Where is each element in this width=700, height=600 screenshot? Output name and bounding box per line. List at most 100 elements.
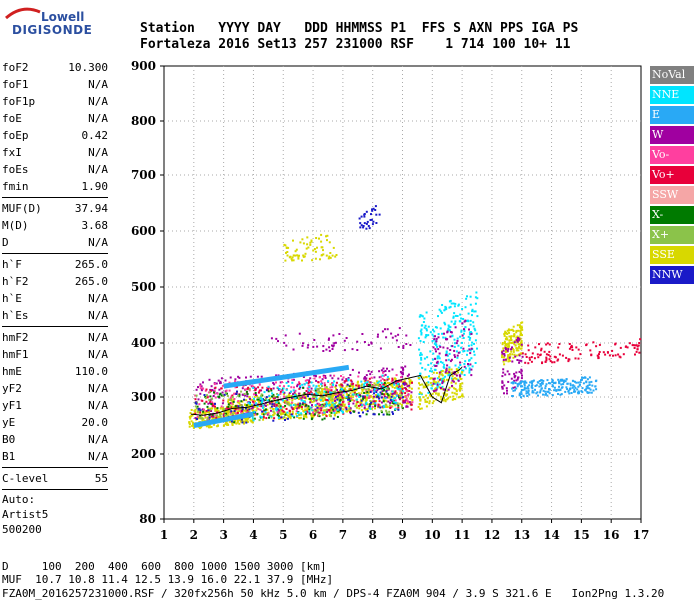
echo-point (453, 387, 456, 390)
echo-point (463, 330, 466, 332)
echo-point (364, 403, 367, 406)
echo-point (312, 415, 315, 418)
echo-point (233, 410, 236, 413)
echo-point (325, 254, 328, 257)
echo-point (297, 395, 300, 398)
echo-point (579, 381, 582, 384)
echo-point (345, 378, 348, 381)
echo-point (332, 383, 335, 386)
echo-point (572, 384, 575, 387)
echo-point (546, 342, 549, 345)
echo-point (441, 373, 444, 376)
echo-point (315, 392, 318, 395)
echo-point (245, 410, 248, 413)
echo-point (275, 381, 277, 384)
echo-point (270, 337, 273, 340)
echo-point (594, 380, 597, 383)
echo-point (534, 346, 537, 349)
echo-point (302, 342, 304, 345)
echo-point (445, 369, 448, 372)
echo-point (205, 410, 208, 412)
echo-point (353, 387, 356, 390)
echo-point (526, 395, 529, 397)
echo-point (334, 399, 336, 402)
echo-point (211, 413, 214, 416)
echo-point (406, 394, 409, 397)
echo-point (517, 343, 520, 346)
echo-point (501, 387, 504, 390)
echo-point (512, 386, 515, 389)
echo-point (285, 414, 288, 416)
echo-point (276, 386, 279, 389)
echo-point (288, 413, 291, 416)
echo-point (403, 380, 406, 383)
echo-point (441, 380, 444, 383)
echo-point (577, 348, 580, 351)
echo-point (433, 379, 436, 382)
echo-point (360, 405, 363, 408)
echo-point (446, 354, 449, 357)
echo-point (213, 423, 216, 426)
echo-point (332, 406, 335, 409)
echo-point (452, 377, 455, 380)
echo-point (398, 398, 401, 401)
echo-point (271, 392, 274, 395)
echo-point (544, 360, 547, 363)
echo-point (452, 380, 455, 383)
echo-point (406, 374, 409, 377)
echo-point (292, 378, 295, 381)
echo-point (260, 393, 263, 396)
echo-point (370, 401, 373, 404)
echo-point (401, 404, 403, 406)
echo-point (428, 375, 430, 378)
echo-point (339, 385, 342, 388)
echo-point (301, 344, 304, 347)
echo-point (271, 404, 274, 407)
echo-point (519, 338, 522, 341)
echo-point (338, 384, 341, 387)
echo-point (240, 420, 242, 423)
echo-point (391, 400, 393, 403)
echo-point (530, 356, 533, 359)
echo-point (224, 379, 227, 382)
echo-point (455, 369, 458, 372)
echo-point (467, 335, 470, 338)
echo-point (557, 346, 560, 349)
echo-point (517, 337, 519, 339)
echo-point (291, 408, 294, 411)
echo-point (284, 259, 287, 262)
echo-point (340, 397, 342, 400)
echo-point (595, 345, 598, 348)
echo-point (474, 339, 477, 342)
echo-point (445, 350, 448, 353)
echo-point (435, 344, 438, 346)
echo-point (614, 342, 617, 345)
echo-point (299, 395, 302, 398)
echo-point (229, 396, 232, 399)
echo-point (261, 401, 264, 404)
echo-point (441, 361, 444, 364)
echo-point (326, 239, 328, 242)
echo-point (447, 374, 450, 377)
echo-point (423, 317, 426, 320)
echo-point (289, 390, 292, 393)
echo-point (551, 394, 554, 397)
echo-point (284, 400, 287, 402)
param-label: foEs (2, 163, 29, 176)
echo-point (548, 343, 551, 346)
echo-point (387, 396, 390, 399)
echo-point (351, 399, 354, 402)
echo-point (291, 410, 294, 413)
param-row-ye: yE 20.0 (2, 414, 108, 431)
echo-point (588, 381, 591, 384)
echo-point (277, 409, 280, 412)
echo-point (531, 382, 533, 385)
echo-point (395, 401, 398, 404)
echo-point (514, 382, 517, 384)
echo-point (251, 416, 254, 419)
echo-point (405, 343, 408, 345)
echo-point (396, 385, 399, 388)
echo-point (308, 410, 311, 413)
echo-point (196, 415, 199, 418)
echo-point (313, 410, 316, 413)
